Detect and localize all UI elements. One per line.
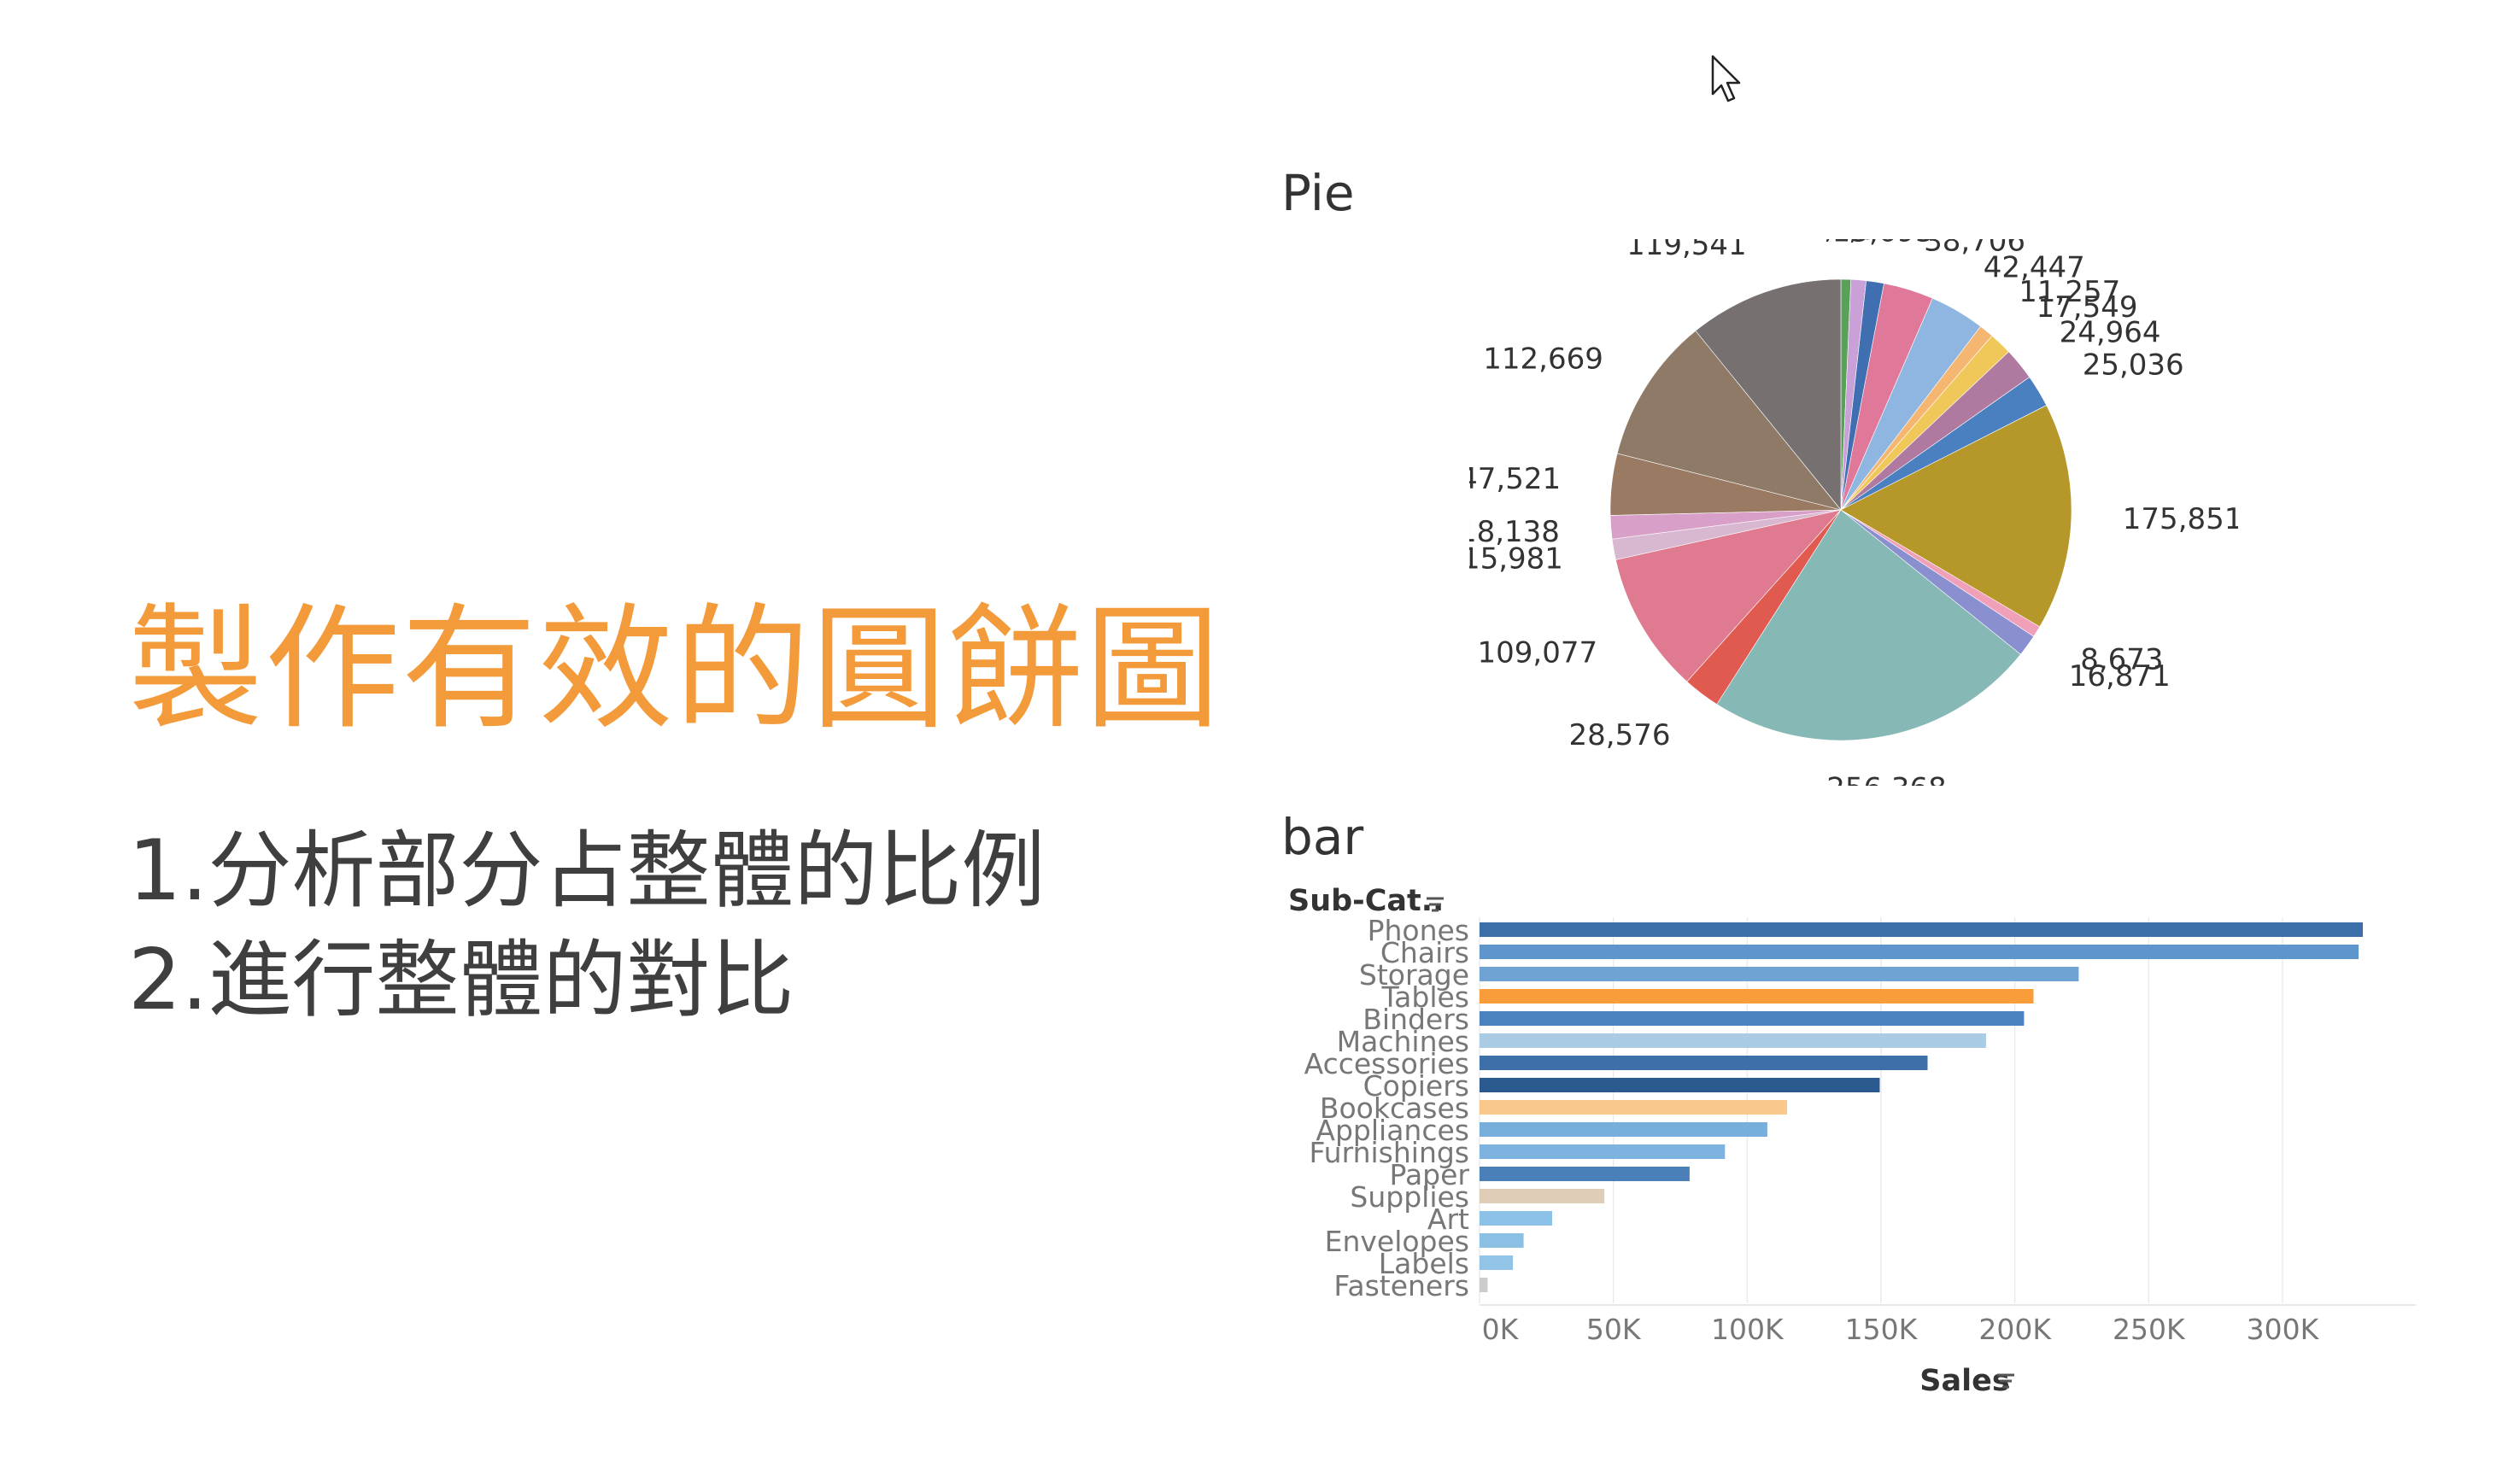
bar[interactable] bbox=[1480, 1122, 1767, 1137]
bar[interactable] bbox=[1480, 1100, 1787, 1115]
x-axis-title: Sales bbox=[1919, 1364, 2009, 1398]
bar[interactable] bbox=[1480, 1233, 1524, 1248]
bar[interactable] bbox=[1480, 945, 2359, 959]
bar[interactable] bbox=[1480, 1211, 1552, 1226]
x-tick-label: 300K bbox=[2247, 1313, 2320, 1346]
category-label: Fasteners bbox=[1333, 1269, 1469, 1302]
sort-icon[interactable] bbox=[1427, 897, 1444, 912]
pie-slice-label: 24,964 bbox=[2060, 315, 2161, 349]
pie-slice-label: 11,671 bbox=[1812, 239, 1913, 247]
pie-slice-label: 256,368 bbox=[1826, 772, 1947, 786]
category-label: Paper bbox=[1390, 1158, 1470, 1191]
category-label: Art bbox=[1427, 1203, 1469, 1236]
category-label: Supplies bbox=[1350, 1180, 1469, 1214]
pie-slice[interactable] bbox=[1616, 330, 1842, 511]
pie-slice-label: 8,673 bbox=[2080, 642, 2163, 676]
bar[interactable] bbox=[1480, 989, 2034, 1004]
category-label: Labels bbox=[1379, 1247, 1469, 1280]
bar[interactable] bbox=[1480, 1056, 1928, 1070]
category-label: Copiers bbox=[1363, 1069, 1469, 1103]
pie-chart: 47,65811,67113,69338,70642,44711,25717,5… bbox=[1469, 239, 2238, 786]
bar[interactable] bbox=[1480, 1033, 1986, 1048]
bar[interactable] bbox=[1480, 1167, 1690, 1181]
pie-slice[interactable] bbox=[1716, 509, 2021, 741]
pie-slice[interactable] bbox=[1840, 405, 2072, 628]
category-label: Bookcases bbox=[1320, 1091, 1469, 1125]
pie-slice-label: 109,077 bbox=[1477, 636, 1597, 670]
pie-slice-label: 28,576 bbox=[1569, 718, 1671, 752]
bar[interactable] bbox=[1480, 1189, 1605, 1203]
x-tick-label: 100K bbox=[1711, 1313, 1785, 1346]
pie-slice-label: 11,257 bbox=[2019, 275, 2120, 309]
pie-slice-label: 15,981 bbox=[1469, 542, 1563, 576]
category-label: Furnishings bbox=[1310, 1136, 1470, 1169]
pie-slice-label: 13,693 bbox=[1832, 239, 1934, 249]
pie-slice[interactable] bbox=[1695, 278, 1842, 511]
pie-slice-label: 175,851 bbox=[2123, 502, 2238, 536]
mouse-cursor-icon bbox=[1710, 55, 1744, 108]
x-tick-label: 50K bbox=[1586, 1313, 1642, 1346]
bullet-point-2: 2.進行整體的對比 bbox=[128, 932, 794, 1029]
category-label: Tables bbox=[1380, 980, 1469, 1014]
x-tick-label: 0K bbox=[1482, 1313, 1520, 1346]
category-label: Machines bbox=[1337, 1025, 1469, 1058]
bar[interactable] bbox=[1480, 1078, 1880, 1092]
y-axis-title: Sub-Cat.. bbox=[1288, 884, 1444, 918]
category-label: Appliances bbox=[1316, 1114, 1469, 1147]
pie-slice-label: 25,036 bbox=[2083, 348, 2184, 383]
pie-slice-label: 47,521 bbox=[1469, 462, 1561, 496]
category-label: Storage bbox=[1359, 958, 1469, 992]
pie-slice-label: 112,669 bbox=[1483, 342, 1603, 376]
bar[interactable] bbox=[1480, 1255, 1514, 1270]
category-label: Accessories bbox=[1304, 1047, 1469, 1080]
pie-slice[interactable] bbox=[1615, 509, 1842, 682]
pie-slice-label: 119,541 bbox=[1626, 239, 1747, 262]
pie-slice-label: 7,658 bbox=[1806, 239, 1889, 246]
category-label: Envelopes bbox=[1325, 1225, 1469, 1258]
bullet-point-1: 1.分析部分占整體的比例 bbox=[128, 822, 1046, 920]
bar[interactable] bbox=[1480, 1011, 2025, 1026]
category-label: Chairs bbox=[1380, 936, 1469, 969]
x-tick-label: 150K bbox=[1845, 1313, 1919, 1346]
pie-slice-label: 42,447 bbox=[1984, 250, 2085, 284]
category-label: Binders bbox=[1363, 1003, 1469, 1036]
bar[interactable] bbox=[1480, 1278, 1488, 1292]
bar[interactable] bbox=[1480, 967, 2079, 981]
x-tick-label: 200K bbox=[1978, 1313, 2052, 1346]
pie-chart-title: Pie bbox=[1281, 164, 1355, 222]
pie-slice-label: 16,871 bbox=[2069, 659, 2171, 693]
pie-slice-label: 17,549 bbox=[2037, 290, 2138, 325]
slide-title: 製作有效的圓餅圖 bbox=[128, 591, 1222, 748]
pie-slice-label: 4 bbox=[1831, 239, 1850, 246]
sort-icon[interactable] bbox=[1997, 1373, 2014, 1389]
bar-chart: Sub-Cat.. Sales PhonesChairsStorageTable… bbox=[1288, 884, 2416, 1398]
pie-slice-label: 18,138 bbox=[1469, 515, 1560, 549]
bar[interactable] bbox=[1480, 922, 2363, 937]
bar-chart-title: bar bbox=[1281, 808, 1364, 866]
bar[interactable] bbox=[1480, 1144, 1726, 1159]
category-label: Phones bbox=[1368, 914, 1469, 947]
pie-slice-label: 38,706 bbox=[1924, 239, 2025, 259]
x-tick-label: 250K bbox=[2113, 1313, 2186, 1346]
